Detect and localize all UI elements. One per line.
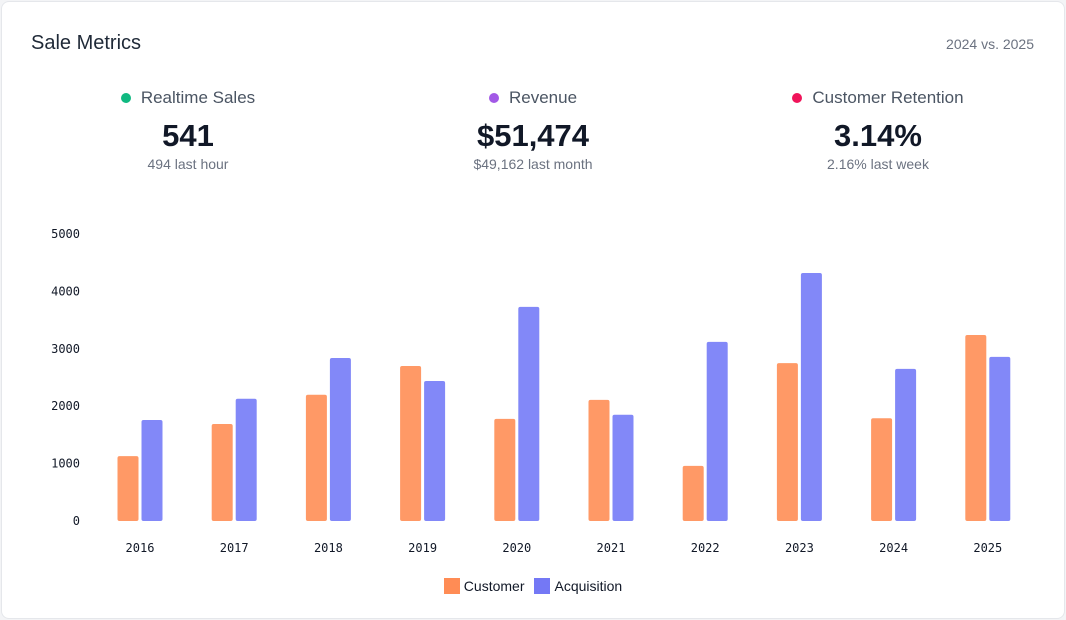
- metric-realtime-sales: Realtime Sales 541 494 last hour: [38, 88, 338, 172]
- bar-acquisition-2025[interactable]: [989, 356, 1011, 521]
- metric-label: Customer Retention: [812, 88, 964, 107]
- bar-customer-2023[interactable]: [776, 363, 798, 521]
- status-dot-icon: [120, 93, 131, 103]
- x-tick-label: 2018: [314, 541, 343, 555]
- metric-customer-retention: Customer Retention 3.14% 2.16% last week: [728, 88, 1028, 172]
- x-tick-label: 2019: [408, 541, 437, 555]
- legend-item-customer[interactable]: Customer: [443, 578, 525, 594]
- chart-legend: Customer Acquisition: [0, 578, 1066, 594]
- legend-label: Customer: [463, 578, 525, 594]
- x-tick-label: 2023: [785, 541, 814, 555]
- x-tick-label: 2021: [597, 541, 626, 555]
- bar-customer-2016[interactable]: [117, 456, 139, 521]
- y-tick-label: 4000: [51, 284, 80, 298]
- status-dot-icon: [488, 93, 499, 103]
- legend-item-acquisition[interactable]: Acquisition: [534, 578, 622, 594]
- bar-customer-2020[interactable]: [494, 418, 516, 521]
- legend-label: Acquisition: [554, 578, 623, 594]
- legend-swatch: [534, 578, 551, 594]
- bar-customer-2019[interactable]: [400, 366, 422, 521]
- x-tick-label: 2025: [973, 541, 1002, 555]
- x-tick-label: 2017: [220, 541, 249, 555]
- y-tick-label: 0: [73, 514, 80, 528]
- y-tick-label: 5000: [51, 227, 80, 241]
- metric-sub: 494 last hour: [147, 156, 229, 172]
- y-tick-label: 2000: [51, 399, 80, 413]
- bar-customer-2025[interactable]: [965, 335, 987, 521]
- bar-acquisition-2021[interactable]: [612, 414, 634, 521]
- legend-swatch: [443, 578, 460, 594]
- metric-value: $51,474: [476, 118, 590, 153]
- y-tick-label: 1000: [51, 457, 80, 471]
- bar-acquisition-2016[interactable]: [141, 419, 163, 521]
- bar-acquisition-2018[interactable]: [329, 357, 351, 521]
- metric-label: Revenue: [508, 88, 578, 107]
- y-tick-label: 3000: [51, 342, 80, 356]
- bar-customer-2024[interactable]: [871, 418, 893, 521]
- bar-acquisition-2022[interactable]: [706, 341, 728, 521]
- status-dot-icon: [792, 93, 803, 103]
- metric-value: 3.14%: [834, 118, 922, 153]
- bar-acquisition-2019[interactable]: [424, 380, 446, 521]
- bar-acquisition-2017[interactable]: [235, 398, 257, 521]
- x-tick-label: 2022: [691, 541, 720, 555]
- bar-acquisition-2020[interactable]: [518, 306, 540, 521]
- card-title: Sale Metrics: [31, 32, 142, 54]
- bar-customer-2018[interactable]: [305, 394, 327, 521]
- bar-customer-2017[interactable]: [211, 423, 233, 521]
- bar-acquisition-2023[interactable]: [800, 273, 822, 521]
- x-tick-label: 2024: [879, 541, 908, 555]
- period-label: 2024 vs. 2025: [946, 36, 1034, 52]
- bar-customer-2021[interactable]: [588, 399, 610, 521]
- bar-acquisition-2024[interactable]: [895, 368, 917, 521]
- metric-revenue: Revenue $51,474 $49,162 last month: [383, 88, 683, 172]
- metric-sub: 2.16% last week: [827, 156, 929, 172]
- metric-sub: $49,162 last month: [473, 156, 593, 172]
- x-tick-label: 2016: [126, 541, 155, 555]
- metric-value: 541: [162, 118, 214, 153]
- x-tick-label: 2020: [502, 541, 531, 555]
- bar-customer-2022[interactable]: [682, 465, 704, 521]
- metric-label: Realtime Sales: [140, 88, 256, 107]
